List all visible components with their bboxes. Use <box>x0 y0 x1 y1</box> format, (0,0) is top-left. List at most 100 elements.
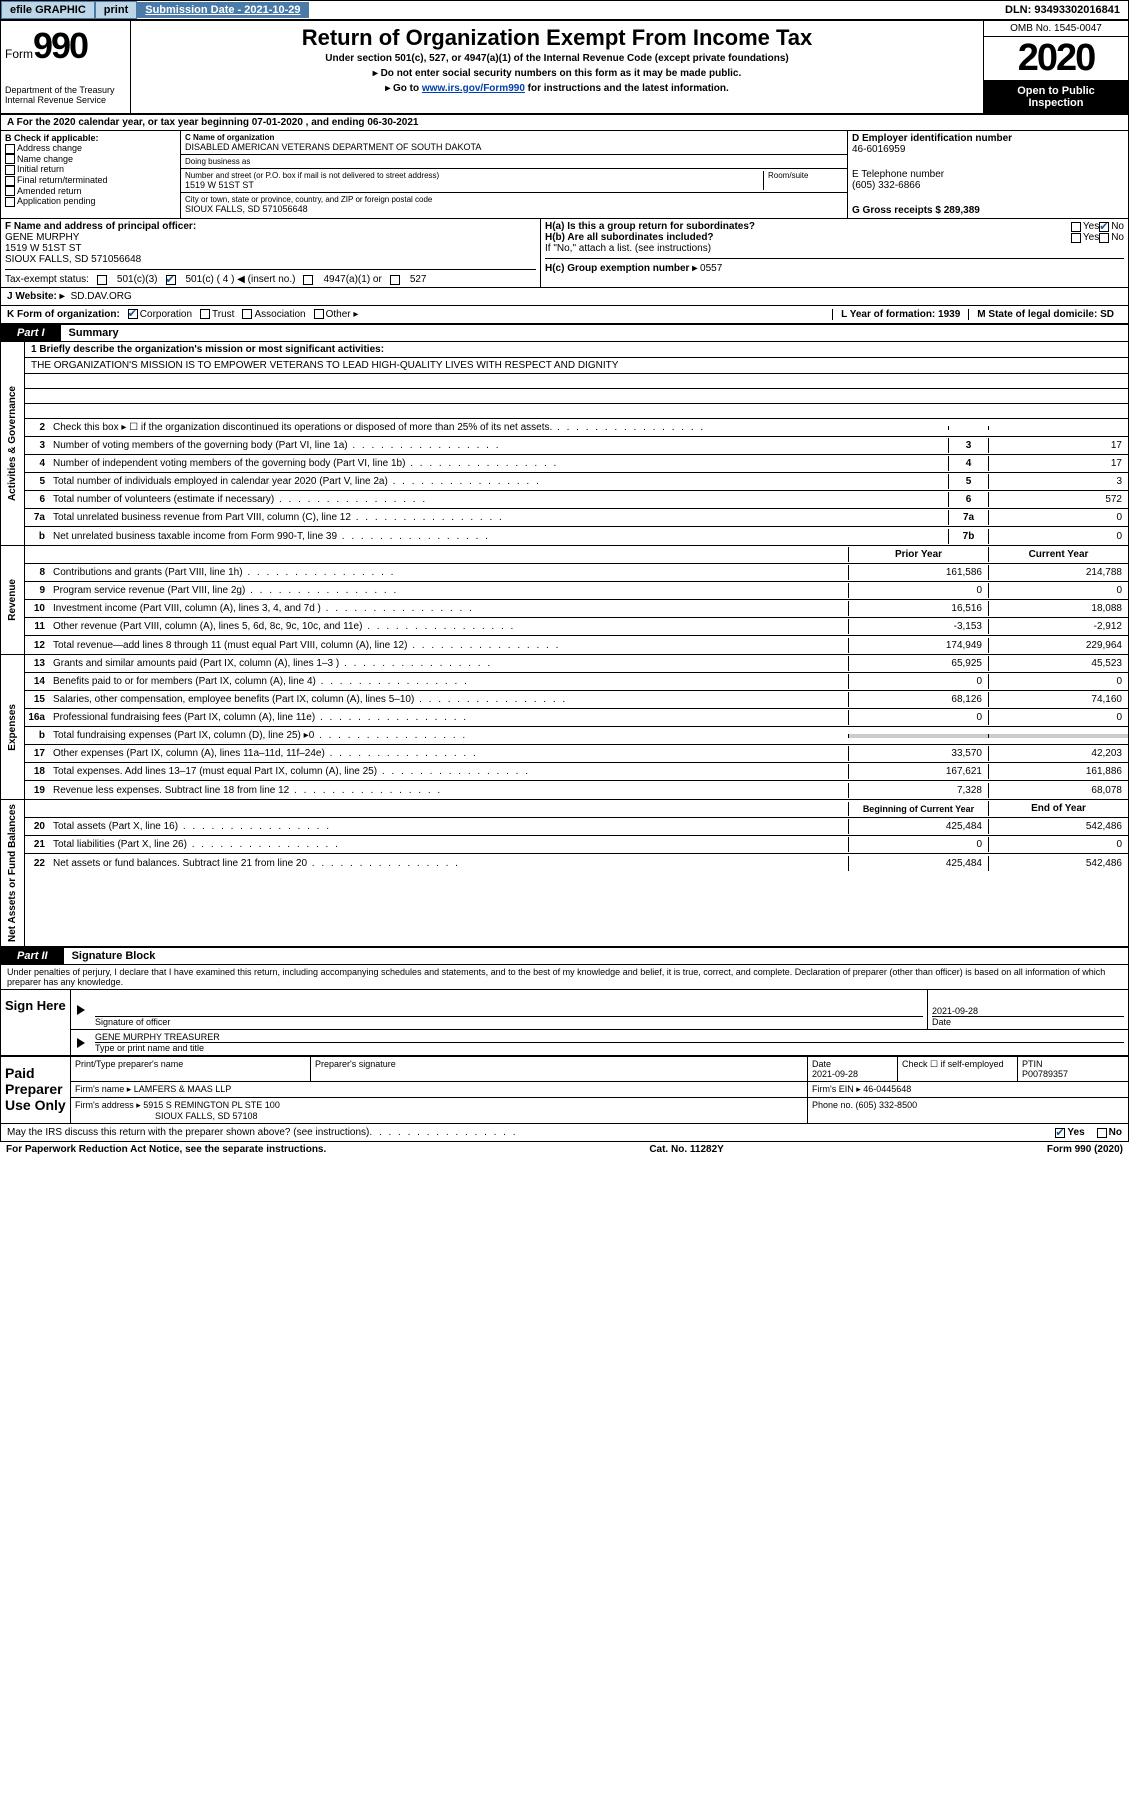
officer-label: F Name and address of principal officer: <box>5 221 536 232</box>
print-button[interactable]: print <box>95 1 137 19</box>
sign-here-section: Sign Here Signature of officer 2021-09-2… <box>0 989 1129 1056</box>
website-label: J Website: ▸ <box>7 291 65 302</box>
block-d: D Employer identification number 46-6016… <box>848 131 1128 218</box>
row-desc: Benefits paid to or for members (Part IX… <box>49 674 848 689</box>
row-num: 2 <box>25 422 49 433</box>
row-num: 13 <box>25 658 49 669</box>
section-governance: Activities & Governance 1 Briefly descri… <box>0 342 1129 546</box>
open-public-1: Open to Public <box>988 85 1124 97</box>
chk-initial-return[interactable]: Initial return <box>5 164 176 175</box>
prior-val: 0 <box>848 837 988 852</box>
firm-phone: Phone no. (605) 332-8500 <box>808 1098 1128 1123</box>
current-val: 214,788 <box>988 565 1128 580</box>
row-desc: Net assets or fund balances. Subtract li… <box>49 856 848 871</box>
vert-expenses: Expenses <box>1 655 25 799</box>
row-num: 3 <box>25 440 49 451</box>
line-j: J Website: ▸ SD.DAV.ORG <box>0 288 1129 306</box>
chk-address-change[interactable]: Address change <box>5 143 176 154</box>
prior-val: 7,328 <box>848 783 988 798</box>
opt-527: 527 <box>410 274 427 285</box>
gov-row: 4 Number of independent voting members o… <box>25 455 1128 473</box>
current-val: 0 <box>988 583 1128 598</box>
chk-501c[interactable] <box>166 275 176 285</box>
current-val: 74,160 <box>988 692 1128 707</box>
chk-ha-yes[interactable] <box>1071 222 1081 232</box>
hb-label: H(b) Are all subordinates included? <box>545 232 1071 243</box>
row-box: 6 <box>948 492 988 507</box>
row-desc: Investment income (Part VIII, column (A)… <box>49 601 848 616</box>
row-num: b <box>25 531 49 542</box>
opt-assoc: Association <box>254 309 305 320</box>
ha-label: H(a) Is this a group return for subordin… <box>545 221 1071 232</box>
data-row: 8 Contributions and grants (Part VIII, l… <box>25 564 1128 582</box>
phone-value: (605) 332-6866 <box>852 180 1124 191</box>
chk-amended-return[interactable]: Amended return <box>5 186 176 197</box>
block-h: H(a) Is this a group return for subordin… <box>541 219 1128 287</box>
chk-hb-yes[interactable] <box>1071 233 1081 243</box>
room-label: Room/suite <box>768 171 843 180</box>
part2-title: Signature Block <box>64 948 164 964</box>
chk-hb-no[interactable] <box>1099 233 1109 243</box>
row-desc: Professional fundraising fees (Part IX, … <box>49 710 848 725</box>
data-row: 11 Other revenue (Part VIII, column (A),… <box>25 618 1128 636</box>
year-formation: L Year of formation: 1939 <box>832 309 968 320</box>
row-box: 7b <box>948 529 988 544</box>
row-desc: Number of voting members of the governin… <box>49 438 948 453</box>
part1-title: Summary <box>61 325 127 341</box>
prior-val: 174,949 <box>848 638 988 653</box>
form-number-cell: Form 990 Department of the Treasury Inte… <box>1 21 131 113</box>
chk-501c3[interactable] <box>97 275 107 285</box>
form-word: Form <box>5 47 33 61</box>
efile-graphic-button[interactable]: efile GRAPHIC <box>1 1 95 19</box>
row-desc: Other expenses (Part IX, column (A), lin… <box>49 746 848 761</box>
row-num: 5 <box>25 476 49 487</box>
mission-q: 1 Briefly describe the organization's mi… <box>25 342 1128 358</box>
chk-other[interactable] <box>314 309 324 319</box>
part2-header: Part II Signature Block <box>0 947 1129 965</box>
prior-val: 65,925 <box>848 656 988 671</box>
irs-link[interactable]: www.irs.gov/Form990 <box>422 83 525 94</box>
current-val: 68,078 <box>988 783 1128 798</box>
chk-ha-no[interactable] <box>1099 222 1109 232</box>
topbar: efile GRAPHIC print Submission Date - 20… <box>0 0 1129 20</box>
street-label: Number and street (or P.O. box if mail i… <box>185 171 763 180</box>
prior-val: 16,516 <box>848 601 988 616</box>
chk-discuss-no[interactable] <box>1097 1128 1107 1138</box>
prep-self-label: Check ☐ if self-employed <box>898 1057 1018 1081</box>
row-num: 15 <box>25 694 49 705</box>
chk-assoc[interactable] <box>242 309 252 319</box>
chk-527[interactable] <box>390 275 400 285</box>
data-row: 16a Professional fundraising fees (Part … <box>25 709 1128 727</box>
row-val: 0 <box>988 510 1128 525</box>
sig-date-label: Date <box>932 1016 1124 1027</box>
row-desc: Program service revenue (Part VIII, line… <box>49 583 848 598</box>
paid-preparer-label: Paid Preparer Use Only <box>1 1057 71 1123</box>
chk-final-return[interactable]: Final return/terminated <box>5 175 176 186</box>
dept-irs: Internal Revenue Service <box>5 95 126 105</box>
firm-name-value: LAMFERS & MAAS LLP <box>134 1084 232 1094</box>
data-row: 9 Program service revenue (Part VIII, li… <box>25 582 1128 600</box>
mission-blank2 <box>25 389 1128 404</box>
chk-discuss-yes[interactable] <box>1055 1128 1065 1138</box>
notice-prefix: ▸ Go to <box>385 83 422 94</box>
chk-corp[interactable] <box>128 309 138 319</box>
chk-name-change[interactable]: Name change <box>5 154 176 165</box>
row-desc: Total liabilities (Part X, line 26) <box>49 837 848 852</box>
submission-date-link[interactable]: Submission Date - 2021-10-29 <box>137 2 308 18</box>
row-desc: Contributions and grants (Part VIII, lin… <box>49 565 848 580</box>
discuss-row: May the IRS discuss this return with the… <box>0 1124 1129 1142</box>
chk-trust[interactable] <box>200 309 210 319</box>
website-value: SD.DAV.ORG <box>71 291 132 302</box>
chk-application-pending[interactable]: Application pending <box>5 196 176 207</box>
prior-year-header: Prior Year <box>848 547 988 562</box>
data-row: 14 Benefits paid to or for members (Part… <box>25 673 1128 691</box>
chk-4947[interactable] <box>303 275 313 285</box>
hb-no: No <box>1111 232 1124 243</box>
current-val: 542,486 <box>988 819 1128 834</box>
row-num: 20 <box>25 821 49 832</box>
discuss-text: May the IRS discuss this return with the… <box>7 1127 369 1138</box>
row-num: 21 <box>25 839 49 850</box>
prior-val: 0 <box>848 710 988 725</box>
dln-label: DLN: 93493302016841 <box>997 2 1128 18</box>
row-num: 8 <box>25 567 49 578</box>
